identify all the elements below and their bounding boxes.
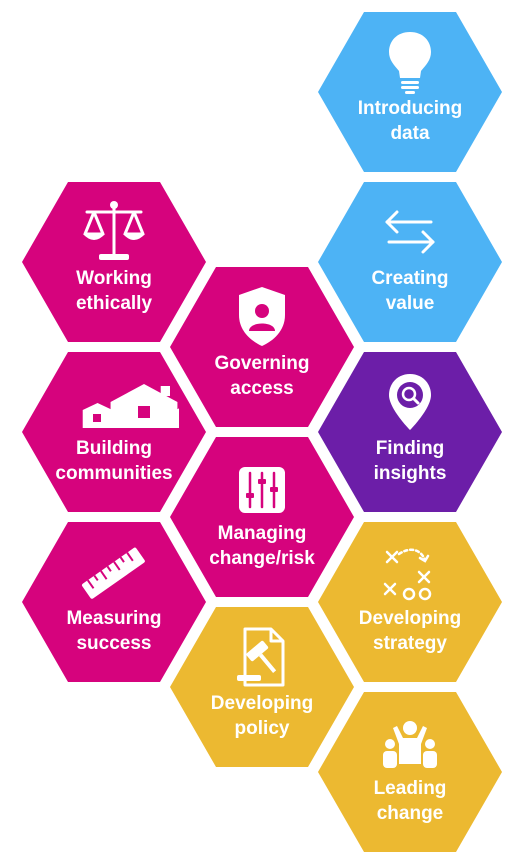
hex-working-ethically: Working ethically xyxy=(22,182,206,342)
hex-finding-insights: Finding insights xyxy=(318,352,502,512)
hexagon-shape xyxy=(318,352,502,512)
hexagon-shape xyxy=(318,182,502,342)
map-pin-search-icon xyxy=(389,374,431,430)
hexagon-shape xyxy=(170,607,354,767)
hexagon-shape xyxy=(170,267,354,427)
scales-icon xyxy=(83,201,145,260)
hex-introducing-data: Introducing data xyxy=(318,12,502,172)
hex-creating-value: Creating value xyxy=(318,182,502,342)
gavel-document-icon xyxy=(237,627,285,687)
hex-label: Building communities xyxy=(55,438,173,484)
hex-managing-change-risk: Managing change/risk xyxy=(170,437,354,597)
hexagon-shape xyxy=(170,437,354,597)
hex-label: Governing access xyxy=(214,353,310,399)
hexagon-shape xyxy=(22,522,206,682)
hex-developing-policy: Developing policy xyxy=(170,607,354,767)
hexagon-shape xyxy=(22,352,206,512)
ruler-icon xyxy=(82,547,145,599)
team-leader-icon xyxy=(383,721,437,768)
sliders-icon xyxy=(239,467,285,513)
tactics-xo-icon xyxy=(383,548,432,601)
hex-developing-strategy: Developing strategy xyxy=(318,522,502,682)
hex-label: Introducing data xyxy=(357,98,463,144)
hexagon-shape xyxy=(22,182,206,342)
hex-label: Developing policy xyxy=(210,693,314,739)
lightbulb-icon xyxy=(389,32,431,94)
hex-building-communities: Building communities xyxy=(22,352,206,512)
hexagon-shape xyxy=(318,692,502,852)
hex-label: Working ethically xyxy=(75,268,153,314)
hex-label: Managing change/risk xyxy=(209,523,315,569)
shield-user-icon xyxy=(239,287,285,346)
exchange-arrows-icon xyxy=(385,210,435,254)
hex-label: Leading change xyxy=(373,778,447,824)
hex-label: Measuring success xyxy=(66,608,162,654)
hex-label: Finding insights xyxy=(373,438,447,484)
hex-governing-access: Governing access xyxy=(170,267,354,427)
hex-leading-change: Leading change xyxy=(318,692,502,852)
houses-icon xyxy=(82,384,179,428)
hex-label: Creating value xyxy=(371,268,449,314)
hex-label: Developing strategy xyxy=(358,608,462,654)
hex-measuring-success: Measuring success xyxy=(22,522,206,682)
hexagon-shape xyxy=(318,522,502,682)
